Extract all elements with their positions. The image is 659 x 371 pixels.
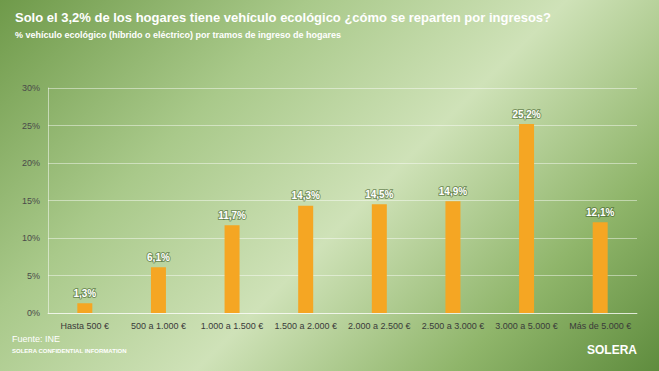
svg-text:5%: 5% (27, 271, 40, 281)
svg-text:20%: 20% (22, 158, 40, 168)
svg-text:0%: 0% (27, 308, 40, 318)
svg-text:12,1%: 12,1% (586, 207, 614, 218)
svg-text:1.000 a 1.500 €: 1.000 a 1.500 € (201, 321, 264, 331)
svg-text:Fuente: INE: Fuente: INE (12, 334, 60, 344)
svg-text:11,7%: 11,7% (218, 210, 246, 221)
svg-text:15%: 15% (22, 196, 40, 206)
svg-text:SOLERA: SOLERA (587, 343, 637, 357)
svg-text:30%: 30% (22, 83, 40, 93)
svg-text:500 a 1.000 €: 500 a 1.000 € (131, 321, 186, 331)
svg-text:10%: 10% (22, 233, 40, 243)
svg-text:6,1%: 6,1% (147, 252, 170, 263)
svg-text:1,3%: 1,3% (73, 288, 96, 299)
svg-text:25%: 25% (22, 121, 40, 131)
svg-text:14,9%: 14,9% (439, 186, 467, 197)
svg-text:14,3%: 14,3% (292, 190, 320, 201)
svg-text:3.000 a 5.000 €: 3.000 a 5.000 € (495, 321, 558, 331)
svg-text:SOLERA CONFIDENTIAL INFORMATIO: SOLERA CONFIDENTIAL INFORMATION (12, 348, 127, 354)
svg-text:25,2%: 25,2% (512, 109, 540, 120)
svg-text:Hasta 500 €: Hasta 500 € (61, 321, 110, 331)
svg-text:% vehículo ecológico (híbrido: % vehículo ecológico (híbrido o eléctric… (15, 30, 341, 40)
svg-text:Más de 5.000 €: Más de 5.000 € (569, 321, 631, 331)
svg-text:2.500 a 3.000 €: 2.500 a 3.000 € (422, 321, 485, 331)
svg-text:14,5%: 14,5% (365, 189, 393, 200)
svg-text:Solo el 3,2% de los hogares ti: Solo el 3,2% de los hogares tiene vehícu… (15, 10, 551, 25)
svg-text:1.500 a 2.000 €: 1.500 a 2.000 € (274, 321, 337, 331)
svg-text:2.000 a 2.500 €: 2.000 a 2.500 € (348, 321, 411, 331)
